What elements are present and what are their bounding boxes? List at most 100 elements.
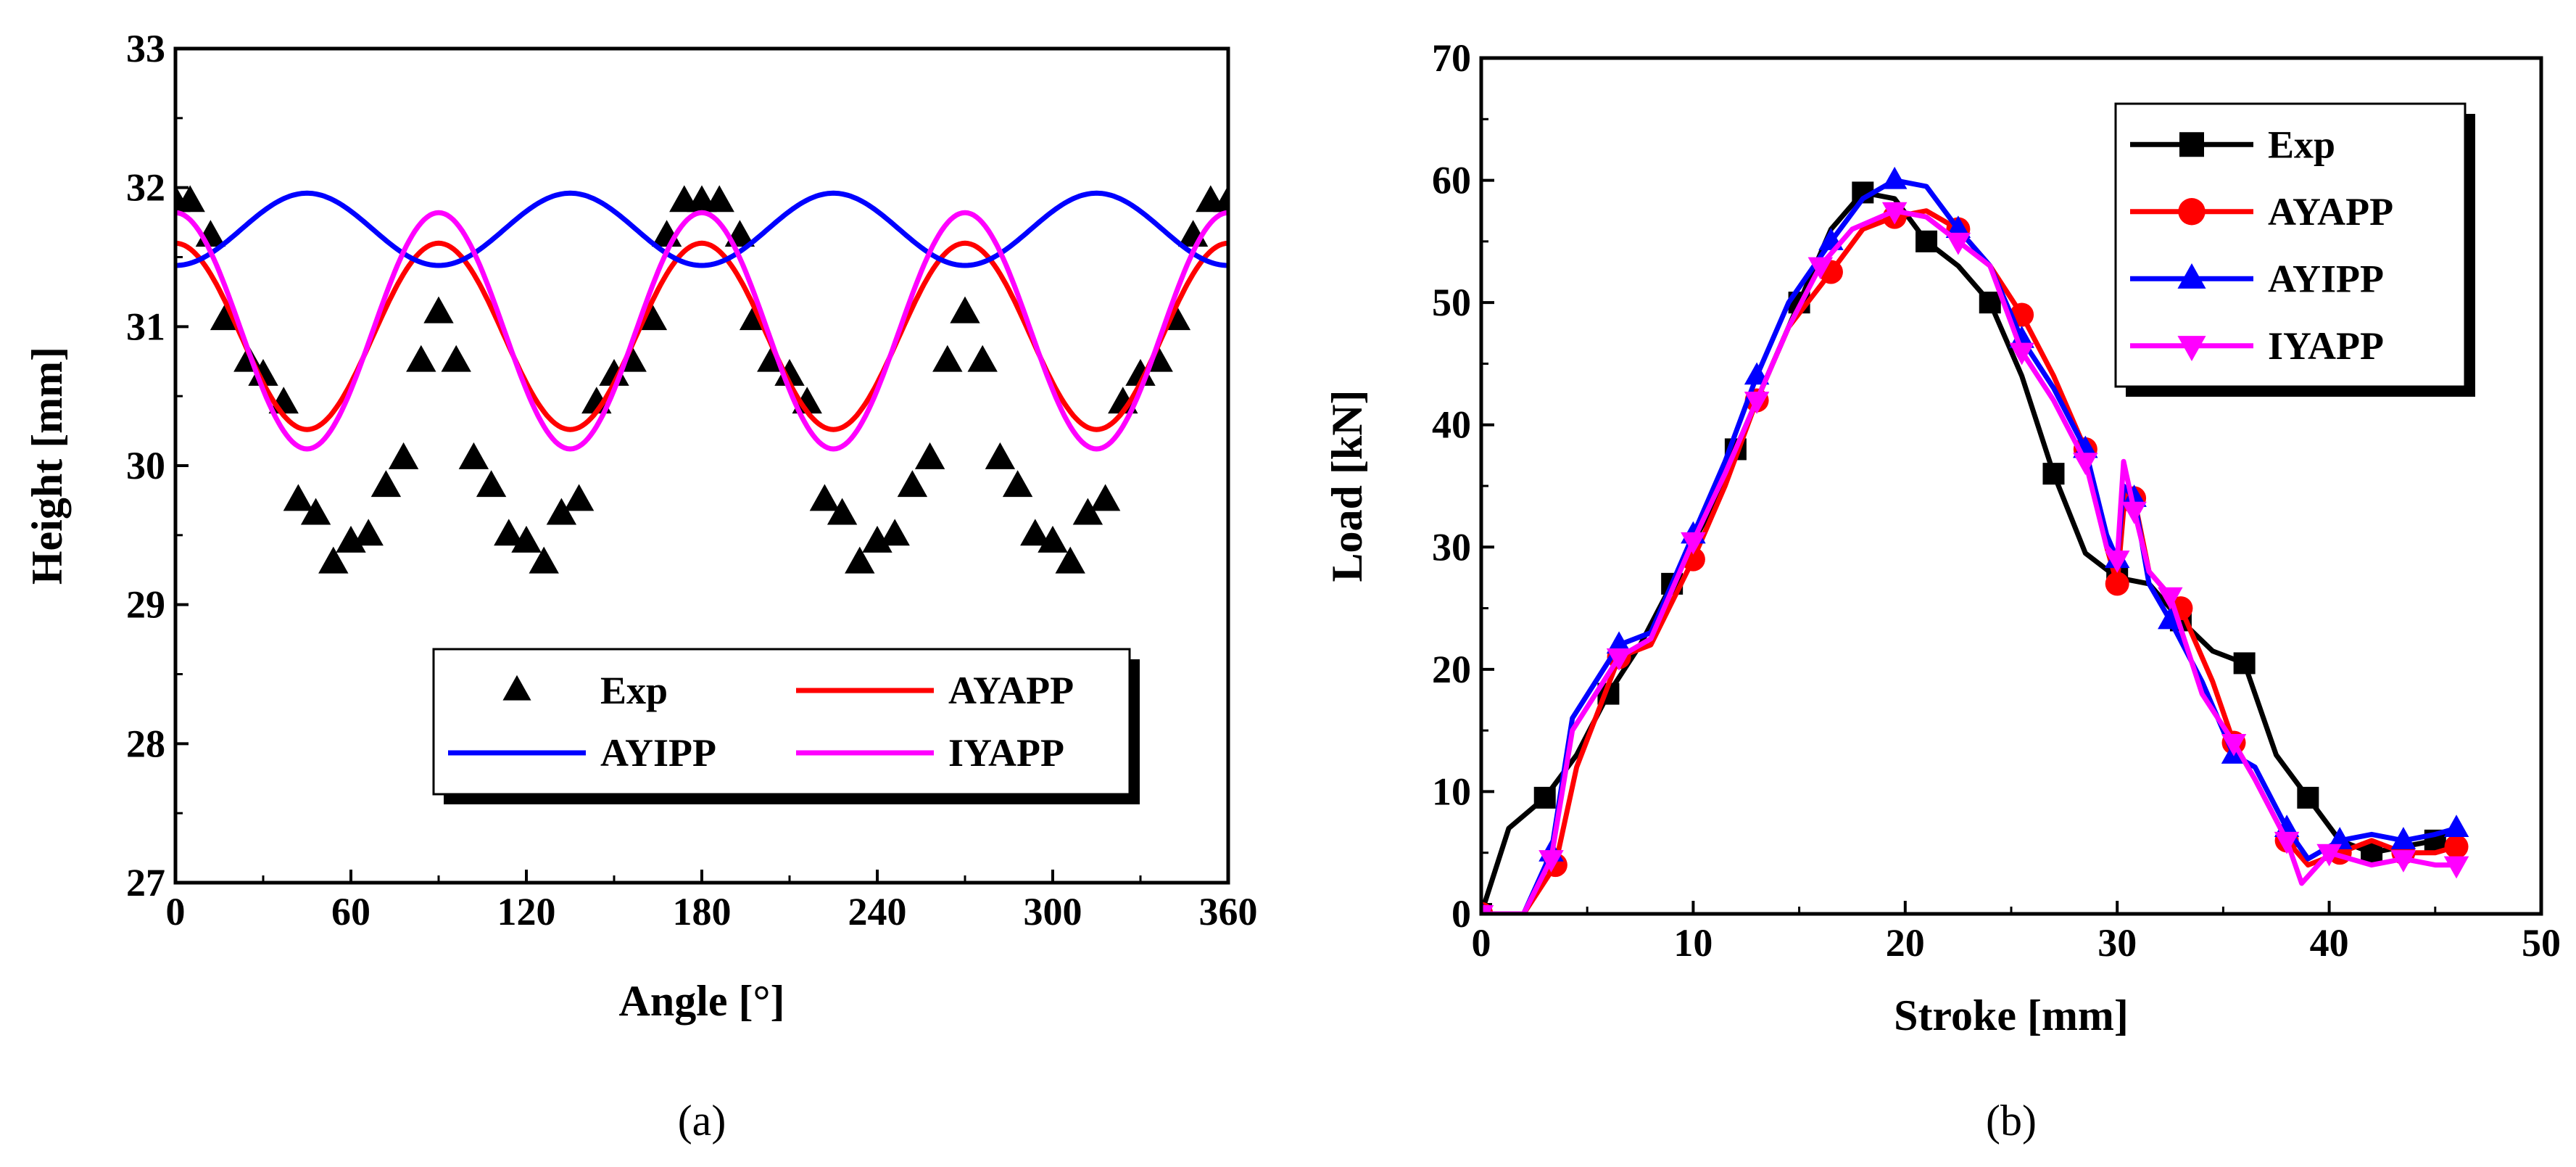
chart-b-iyapp-marker-0 <box>1481 905 1494 914</box>
chart-a-y-tick-label: 33 <box>126 27 165 70</box>
chart-a-exp-marker-51 <box>1055 546 1085 574</box>
chart-a-line-iyapp <box>175 210 1228 452</box>
chart-b-y-tick-label: 50 <box>1432 281 1471 324</box>
chart-b-y-tick-label: 10 <box>1432 770 1471 813</box>
chart-a-exp-marker-55 <box>1125 358 1156 386</box>
chart-b-x-tick-label: 50 <box>2522 921 2561 965</box>
chart-b-ayapp-marker-20 <box>2105 572 2129 596</box>
chart-b-iyapp-marker-34 <box>2443 856 2469 879</box>
chart-a-exp-marker-50 <box>1038 525 1068 553</box>
chart-a-exp-marker-46 <box>967 345 998 372</box>
chart-b-x-tick-label: 20 <box>1886 921 1925 965</box>
chart-b-y-tick-label: 60 <box>1432 159 1471 202</box>
chart-a-ticks <box>174 47 1230 884</box>
chart-b-plot-area <box>1479 56 2543 916</box>
chart-b-ayipp-marker-34 <box>2443 815 2469 837</box>
chart-b-x-tick-label: 40 <box>2310 921 2349 965</box>
chart-b-iyapp-marker-6 <box>1681 532 1706 555</box>
chart-a-y-tick-label: 32 <box>126 166 165 210</box>
chart-a-y-tick-label: 28 <box>126 722 165 765</box>
chart-a-legend: Exp AYAPP AYIPP IYAPP <box>432 648 1140 804</box>
chart-a-exp-marker-22 <box>546 498 577 525</box>
chart-b-ticks <box>1480 57 2543 915</box>
chart-b-exp-marker-2 <box>1533 786 1556 809</box>
chart-b-legend-label-iyapp: IYAPP <box>2268 324 2384 368</box>
chart-a-y-tick-label: 30 <box>126 444 165 487</box>
chart-b-iyapp-marker-22 <box>2121 501 2147 524</box>
chart-a-exp-marker-60 <box>1213 185 1228 213</box>
chart-a-exp-marker-14 <box>406 345 436 372</box>
chart-a-exp-marker-21 <box>529 546 559 574</box>
chart-b-ayipp-marker-24 <box>2158 606 2183 630</box>
chart-a-legend-label-iyapp: IYAPP <box>948 731 1064 775</box>
chart-b-exp-marker-14 <box>1916 230 1938 252</box>
chart-b-y-tick-label: 70 <box>1432 36 1471 80</box>
chart-a-exp-marker-1 <box>175 185 205 213</box>
chart-b-y-tick-label: 20 <box>1432 648 1471 691</box>
chart-b-legend-entry-ayapp: AYAPP <box>2130 190 2393 234</box>
chart-a-exp-marker-25 <box>599 358 629 386</box>
chart-a-exp-marker-9 <box>318 546 349 574</box>
chart-b-iyapp-marker-26 <box>2221 734 2247 756</box>
chart-b-iyapp-marker-4 <box>1606 648 1632 671</box>
chart-b-series-layer <box>1481 166 2469 914</box>
chart-b-ayipp-marker-30 <box>2327 827 2353 849</box>
chart-b-ayipp-marker-8 <box>1744 362 1770 385</box>
chart-a-exp-marker-44 <box>932 345 963 372</box>
chart-b-iyapp-marker-16 <box>2009 342 2034 366</box>
chart-a-legend-box <box>432 648 1131 796</box>
chart-a-exp-marker-18 <box>476 470 507 498</box>
chart-a-panel-label: (a) <box>678 1097 726 1145</box>
chart-b-y-tick-label: 40 <box>1432 403 1471 447</box>
chart-a-exp-marker-48 <box>1002 470 1033 498</box>
chart-a-exp-marker-42 <box>897 470 928 498</box>
chart-a-x-tick-label: 180 <box>673 890 732 933</box>
chart-a-exp-marker-40 <box>862 525 893 553</box>
chart-b-ayapp-marker-34 <box>2444 834 2469 859</box>
chart-b-iyapp-marker-20 <box>2104 550 2130 573</box>
chart-a-exp-marker-49 <box>1020 519 1051 546</box>
chart-a-x-tick-label: 240 <box>848 890 907 933</box>
chart-b-iyapp-marker-32 <box>2390 850 2416 873</box>
chart-b-ayipp-marker-14 <box>1945 215 1971 238</box>
chart-b-series-iyapp <box>1481 202 2469 914</box>
chart-b-iyapp-marker-2 <box>1538 850 1564 873</box>
chart-a-y-axis-title: Height [mm] <box>23 347 71 585</box>
chart-a-exp-marker-10 <box>336 525 366 553</box>
chart-a-exp-marker-11 <box>353 519 384 546</box>
chart-a-x-tick-label: 120 <box>497 890 556 933</box>
chart-b-panel-label: (b) <box>1986 1097 2037 1145</box>
chart-a-x-tick-label: 60 <box>331 890 370 933</box>
chart-b-x-tick-label: 0 <box>1472 921 1491 965</box>
chart-b-y-tick-label: 30 <box>1432 525 1471 569</box>
chart-a-exp-marker-13 <box>388 442 419 469</box>
chart-a-exp-marker-5 <box>248 358 278 386</box>
chart-b-iyapp-marker-10 <box>1807 257 1834 280</box>
chart-b-y-axis-title: Load [kN] <box>1323 389 1371 582</box>
chart-a-y-tick-label: 27 <box>126 861 165 904</box>
chart-b-exp-marker-16 <box>1979 292 2001 314</box>
chart-a-exp-marker-23 <box>563 484 595 511</box>
chart-a-exp-marker-35 <box>774 358 805 386</box>
chart-a-legend-entry-exp: Exp <box>502 669 668 712</box>
chart-a-series-ayapp <box>175 240 1228 432</box>
chart-b-exp-marker-26 <box>2297 786 2319 809</box>
chart-b-legend-ayapp-marker <box>2178 198 2206 226</box>
chart-a-height-vs-angle: Angle [°] Height [mm] Exp AYAPP AYIPP IYAPP… <box>23 27 1258 1145</box>
chart-a-line-ayapp <box>175 240 1228 432</box>
chart-a-series-iyapp <box>175 210 1228 452</box>
chart-a-exp-marker-17 <box>458 442 489 469</box>
chart-b-legend-iyapp-marker <box>2177 336 2206 361</box>
chart-a-exp-marker-37 <box>809 484 840 511</box>
chart-b-legend-ayipp-marker <box>2177 263 2206 289</box>
chart-b-ayipp-marker-16 <box>2009 325 2034 348</box>
chart-a-legend-entry-iyapp: IYAPP <box>796 731 1064 775</box>
chart-b-iyapp-marker-8 <box>1744 392 1770 414</box>
chart-a-series-layer <box>175 185 1228 574</box>
chart-b-x-axis-title: Stroke [mm] <box>1894 991 2129 1039</box>
chart-a-exp-marker-39 <box>845 546 875 574</box>
chart-a-exp-marker-45 <box>950 296 980 323</box>
chart-a-legend-exp-marker <box>502 675 531 701</box>
chart-a-exp-marker-19 <box>494 519 524 546</box>
chart-a-legend-entry-ayapp: AYAPP <box>796 669 1074 712</box>
